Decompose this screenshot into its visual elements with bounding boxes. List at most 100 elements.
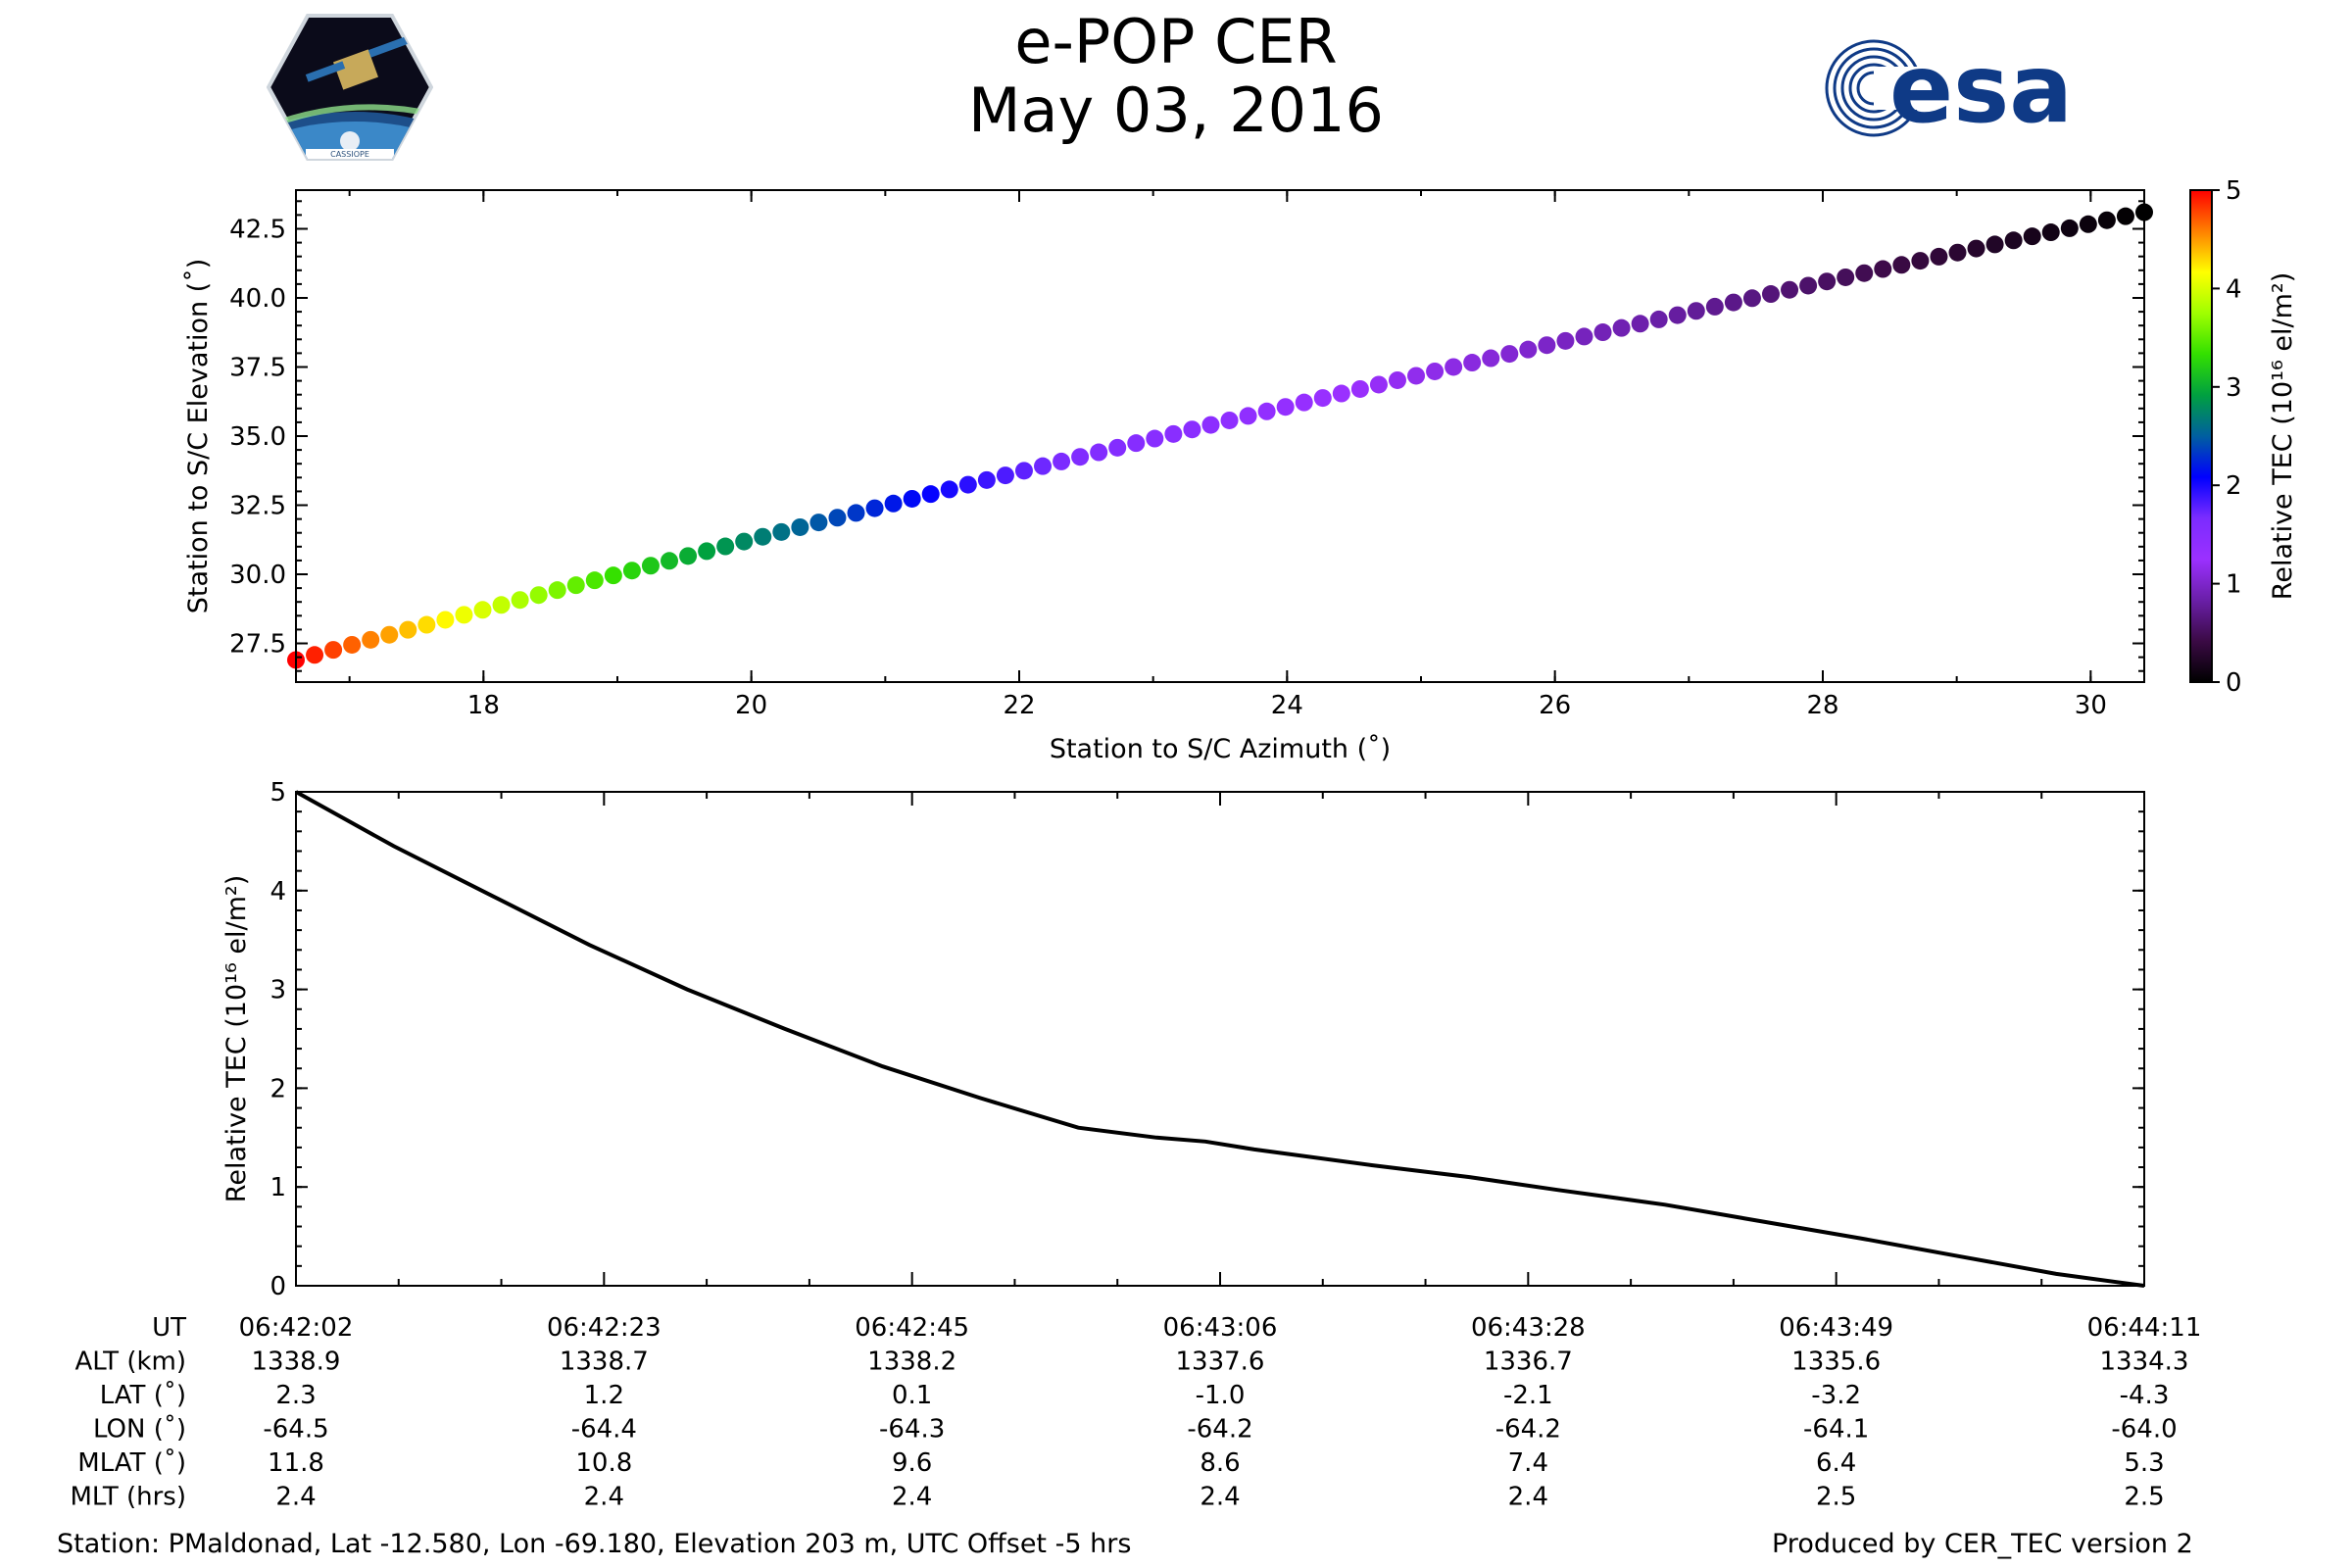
plot-frame [295, 791, 2145, 1287]
y-tick-label: 5 [270, 778, 286, 808]
ephemeris-value: 2.4 [584, 1483, 624, 1512]
ephemeris-value: 1335.6 [1791, 1348, 1881, 1377]
ephemeris-value: 1.2 [584, 1381, 624, 1410]
ephemeris-row-label: LAT (˚) [100, 1381, 186, 1410]
x-tick-label: 22 [1003, 691, 1035, 720]
y-tick-label: 4 [270, 877, 286, 906]
scatter-point [1201, 416, 1220, 434]
ephemeris-value: 9.6 [892, 1448, 932, 1478]
scatter-point [1426, 362, 1445, 380]
scatter-point [1538, 336, 1556, 355]
scatter-point [809, 514, 828, 532]
scatter-point [1593, 323, 1612, 342]
ephemeris-value: 1336.7 [1484, 1348, 1573, 1377]
scatter-point [566, 576, 585, 595]
y-tick-label: 1 [270, 1173, 286, 1202]
scatter-point [958, 475, 977, 494]
y-axis-label: Relative TEC (10¹⁶ el/m²) [221, 875, 252, 1202]
scatter-point [828, 509, 847, 527]
scatter-point [1967, 239, 1985, 258]
scatter-point [1127, 434, 1146, 453]
scatter-point [641, 557, 660, 575]
ephemeris-value: -2.1 [1503, 1381, 1553, 1410]
ephemeris-row-label: LON (˚) [93, 1415, 186, 1445]
esa-logo: esa [1823, 34, 2117, 144]
scatter-point [622, 562, 641, 580]
x-tick-label: 30 [2075, 691, 2107, 720]
scatter-point [1855, 264, 1874, 282]
scatter-point [1761, 285, 1780, 304]
scatter-point [1575, 327, 1593, 346]
ephemeris-value: -64.1 [1803, 1415, 1869, 1445]
scatter-point [1313, 389, 1332, 408]
ephemeris-value: 1338.9 [252, 1348, 341, 1377]
scatter-point [1146, 429, 1164, 448]
scatter-point [2116, 207, 2134, 225]
ephemeris-value: 06:43:49 [1779, 1313, 1893, 1343]
scatter-point [2041, 223, 2060, 242]
scatter-point [1612, 318, 1631, 337]
y-tick-label: 3 [270, 976, 286, 1005]
ephemeris-value: 06:42:02 [239, 1313, 354, 1343]
scatter-point [455, 606, 473, 624]
producer-info: Produced by CER_TEC version 2 [1772, 1529, 2193, 1559]
ephemeris-value: -64.0 [2111, 1415, 2177, 1445]
scatter-point [865, 499, 884, 517]
ephemeris-row-label: MLT (hrs) [71, 1483, 187, 1512]
y-tick-label: 40.0 [229, 284, 286, 314]
scatter-point [473, 601, 492, 619]
y-axis-label: Station to S/C Elevation (˚) [183, 259, 214, 614]
scatter-point [716, 537, 735, 556]
ephemeris-value: -4.3 [2120, 1381, 2170, 1410]
scatter-point [529, 586, 548, 605]
scatter-point [511, 591, 529, 610]
x-tick-label: 26 [1539, 691, 1571, 720]
scatter-point [399, 620, 417, 639]
x-tick-label: 24 [1271, 691, 1303, 720]
scatter-point [940, 480, 958, 499]
ephemeris-value: -1.0 [1196, 1381, 1246, 1410]
y-tick-label: 27.5 [229, 630, 286, 660]
scatter-point [585, 571, 604, 590]
y-tick-label: 35.0 [229, 422, 286, 452]
scatter-point [1631, 315, 1649, 333]
ephemeris-value: 2.3 [275, 1381, 316, 1410]
scatter-point [791, 517, 809, 536]
ephemeris-value: 06:42:23 [547, 1313, 662, 1343]
ephemeris-value: 7.4 [1508, 1448, 1548, 1478]
scatter-point [921, 485, 940, 504]
scatter-point [1687, 302, 1705, 320]
scatter-point [1407, 367, 1426, 385]
tec-series-line [295, 790, 2145, 1288]
ephemeris-value: 2.4 [1200, 1483, 1240, 1512]
scatter-point [1668, 306, 1687, 324]
cassiope-logo: CASSIOPE [266, 14, 434, 161]
ephemeris-row-label: MLAT (˚) [77, 1448, 186, 1478]
ephemeris-value: -64.3 [879, 1415, 945, 1445]
ephemeris-value: 2.4 [892, 1483, 932, 1512]
ephemeris-value: 5.3 [2124, 1448, 2164, 1478]
ephemeris-value: -64.2 [1187, 1415, 1252, 1445]
scatter-point [884, 494, 903, 513]
scatter-point [661, 552, 679, 570]
scatter-point [1519, 340, 1538, 359]
scatter-point [1948, 243, 1967, 262]
station-info: Station: PMaldonad, Lat -12.580, Lon -69… [57, 1529, 1132, 1559]
scatter-point [1388, 370, 1406, 389]
colorbar-label: Relative TEC (10¹⁶ el/m²) [2268, 272, 2298, 600]
scatter-point [1482, 349, 1500, 368]
scatter-point [1090, 443, 1108, 462]
ephemeris-value: 06:43:28 [1471, 1313, 1586, 1343]
ephemeris-value: -64.5 [263, 1415, 328, 1445]
scatter-point [380, 625, 399, 644]
scatter-point [1705, 297, 1724, 316]
scatter-point [1445, 358, 1463, 376]
y-tick-label: 2 [270, 1074, 286, 1103]
page-title: e-POP CER [1014, 6, 1338, 77]
ephemeris-value: 2.4 [1508, 1483, 1548, 1512]
scatter-point [1220, 411, 1239, 429]
scatter-point [436, 611, 455, 629]
scatter-point [1874, 260, 1892, 278]
colorbar-tick-label: 2 [2226, 471, 2242, 501]
